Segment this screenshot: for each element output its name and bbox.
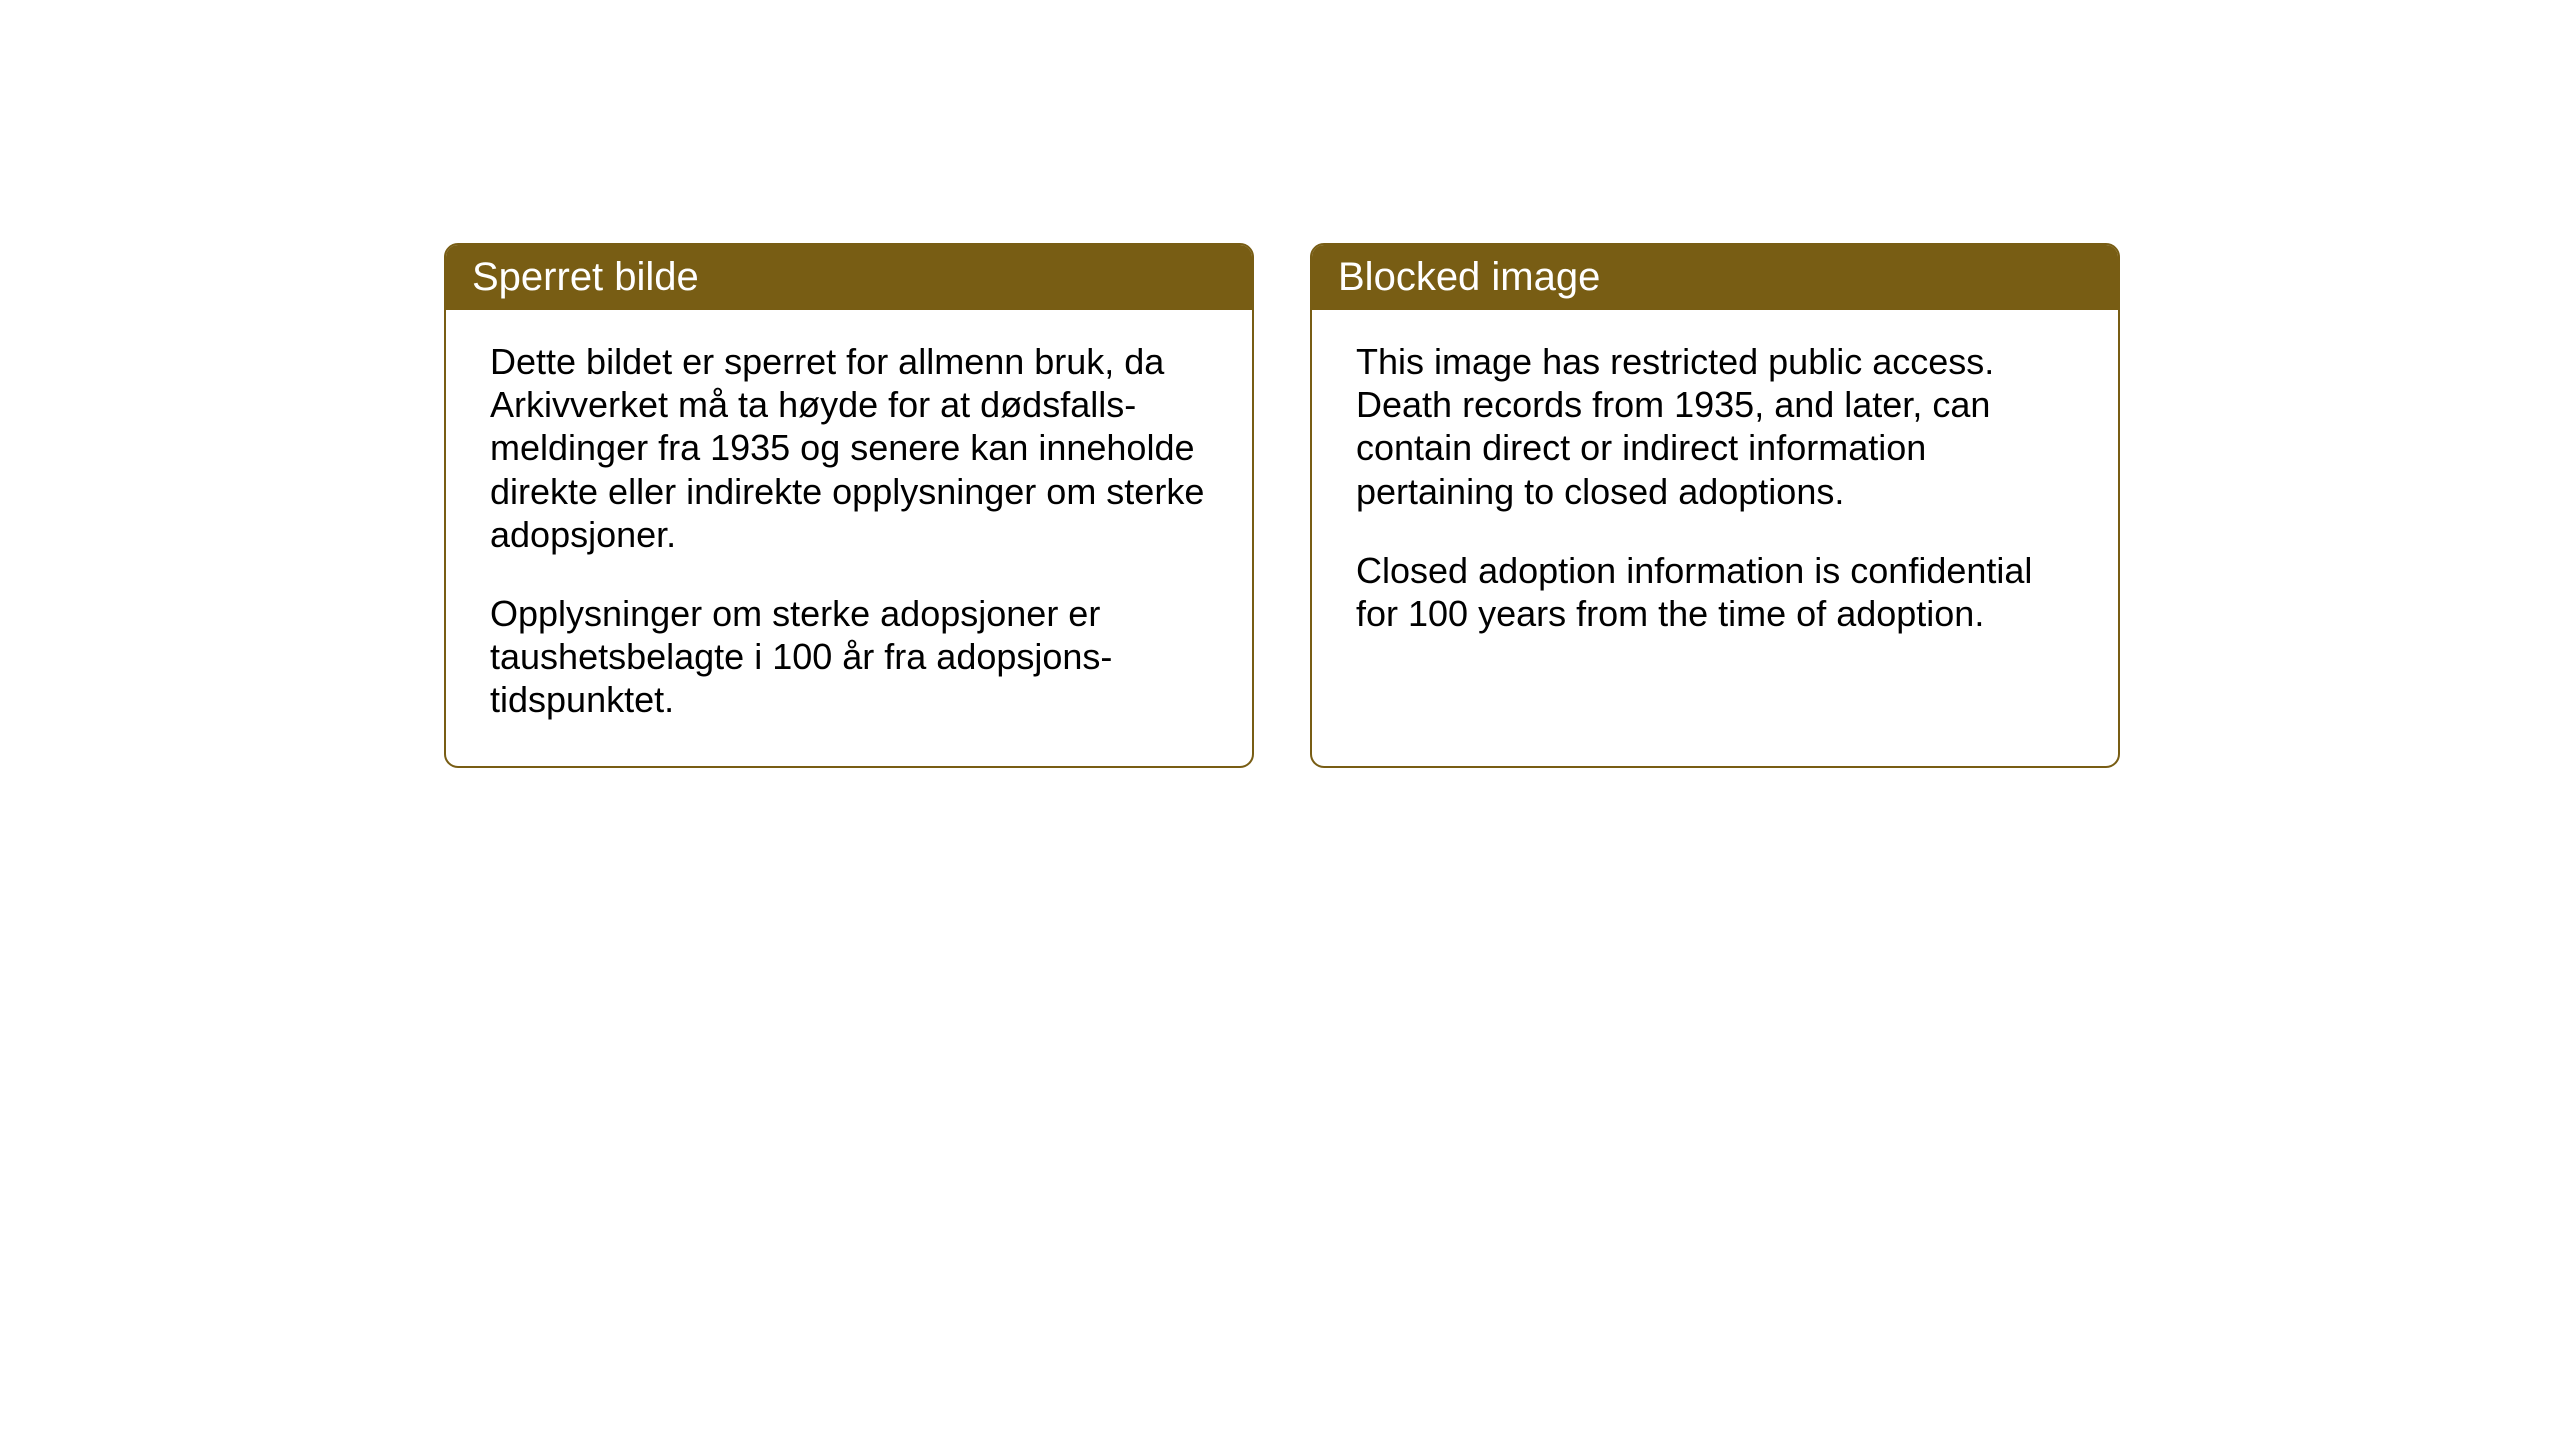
- card-paragraph-1: This image has restricted public access.…: [1356, 340, 2074, 513]
- card-header-norwegian: Sperret bilde: [446, 245, 1252, 310]
- card-paragraph-2: Closed adoption information is confident…: [1356, 549, 2074, 635]
- card-title: Blocked image: [1338, 255, 1600, 299]
- card-body-english: This image has restricted public access.…: [1312, 310, 2118, 679]
- cards-container: Sperret bilde Dette bildet er sperret fo…: [444, 243, 2120, 768]
- card-body-norwegian: Dette bildet er sperret for allmenn bruk…: [446, 310, 1252, 766]
- card-norwegian: Sperret bilde Dette bildet er sperret fo…: [444, 243, 1254, 768]
- card-english: Blocked image This image has restricted …: [1310, 243, 2120, 768]
- card-paragraph-1: Dette bildet er sperret for allmenn bruk…: [490, 340, 1208, 556]
- card-title: Sperret bilde: [472, 255, 699, 299]
- card-paragraph-2: Opplysninger om sterke adopsjoner er tau…: [490, 592, 1208, 722]
- card-header-english: Blocked image: [1312, 245, 2118, 310]
